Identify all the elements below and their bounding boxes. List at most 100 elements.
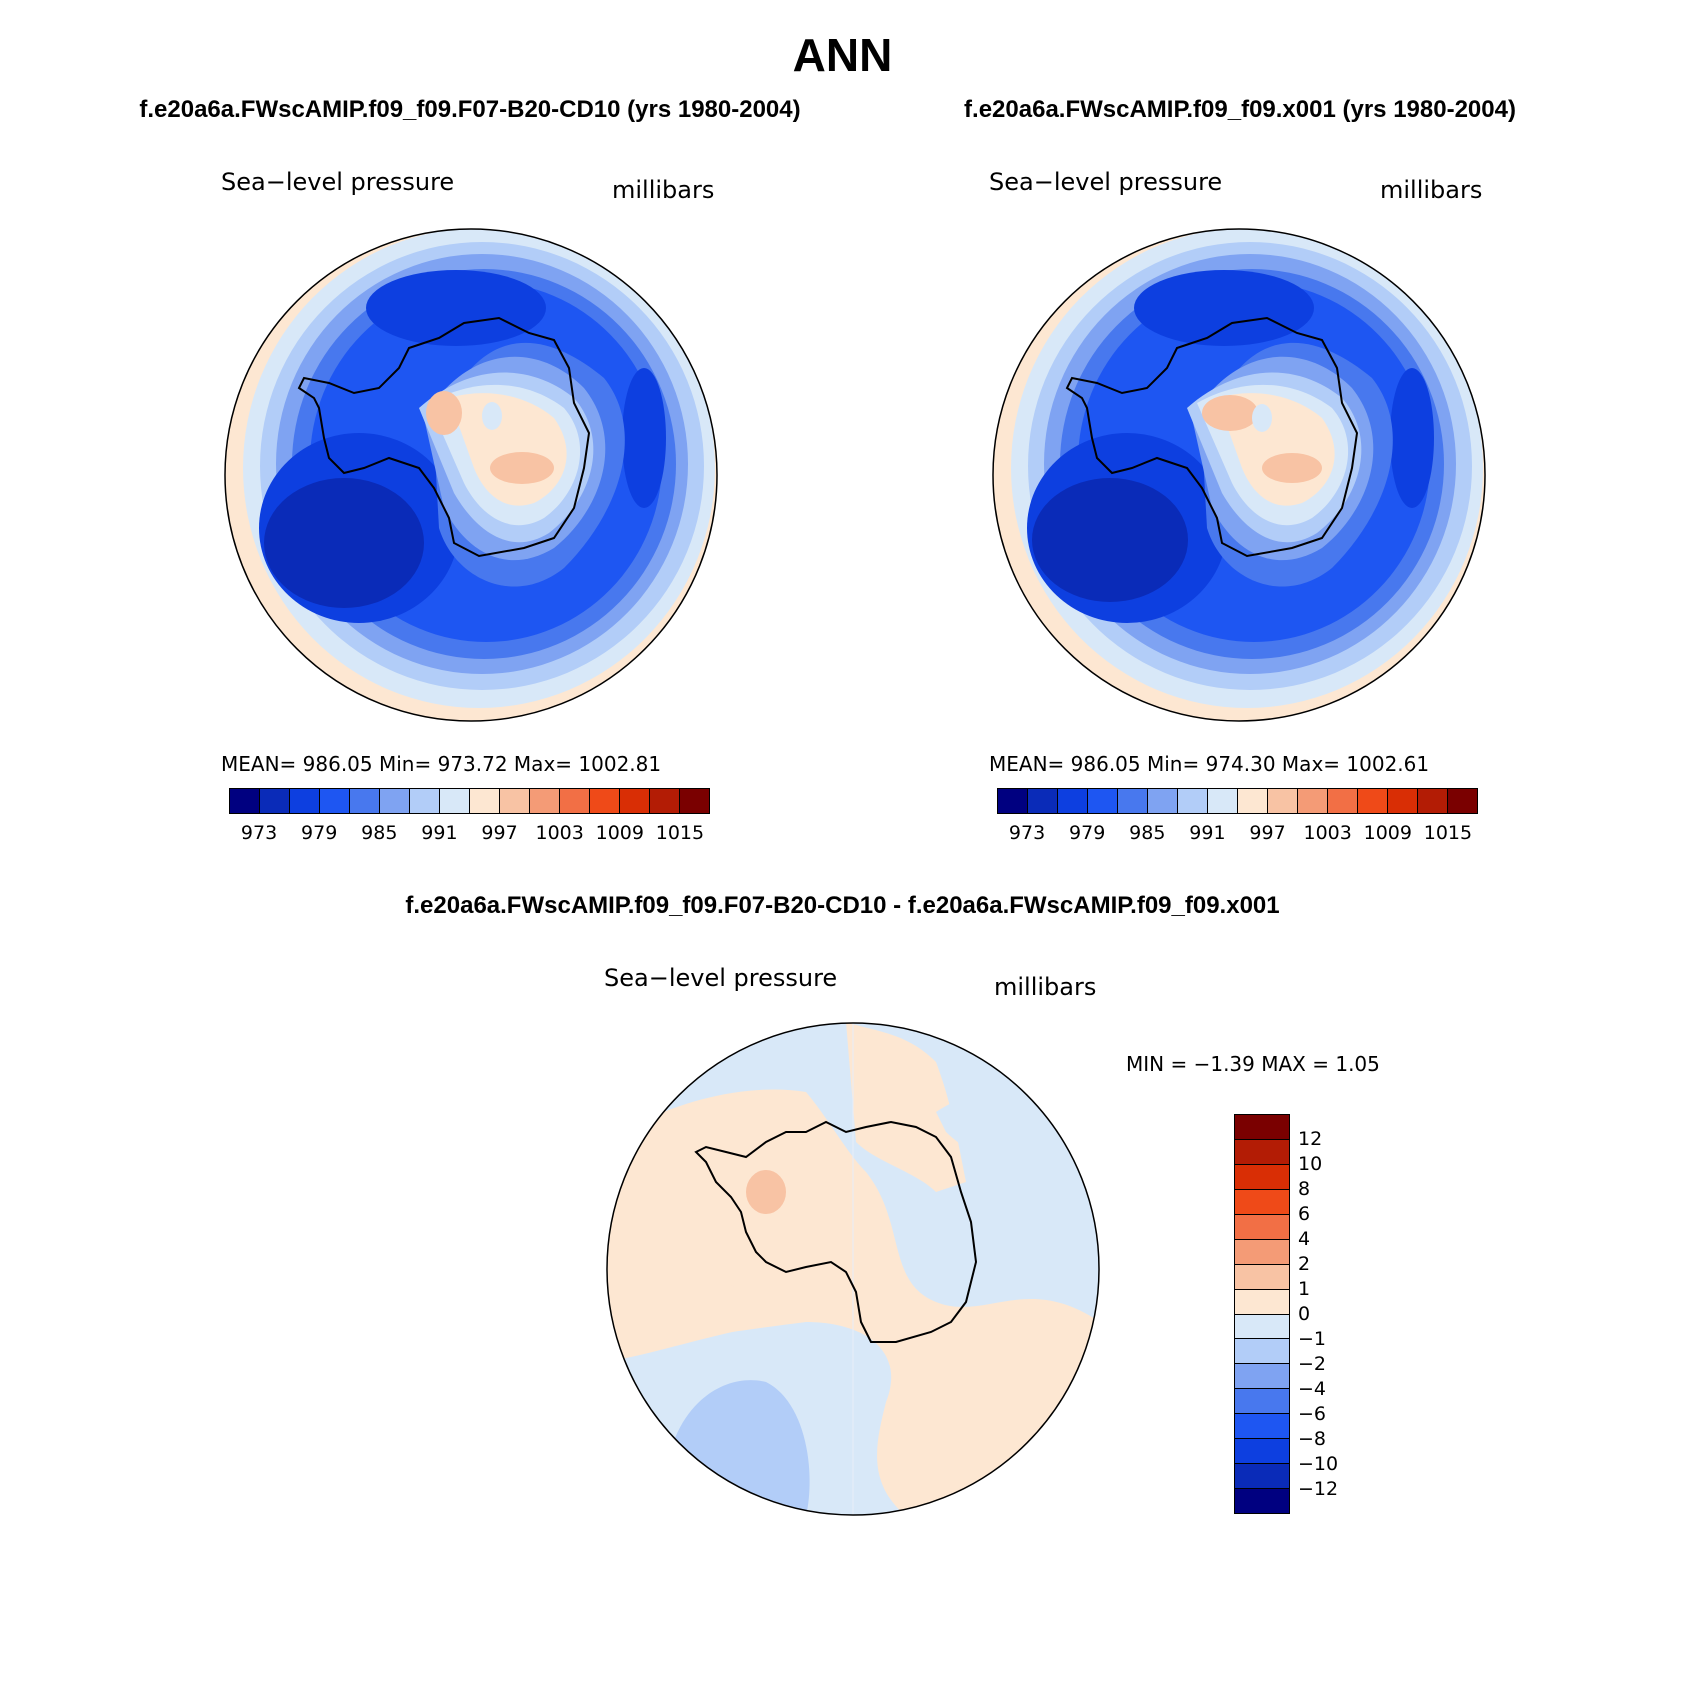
left-colorbar-swatch — [260, 789, 290, 813]
left-colorbar — [229, 788, 710, 814]
left-colorbar-swatch — [470, 789, 500, 813]
right-colorbar-tick-label: 973 — [1008, 822, 1046, 844]
diff-colorbar-swatch — [1235, 1364, 1289, 1390]
left-colorbar-tick-label: 1009 — [595, 822, 644, 844]
right-colorbar-swatch — [1058, 789, 1088, 813]
left-colorbar-swatch — [320, 789, 350, 813]
left-colorbar-tick-label: 973 — [240, 822, 278, 844]
diff-variable-label: Sea−level pressure — [604, 964, 838, 992]
right-colorbar — [997, 788, 1478, 814]
left-case-title: f.e20a6a.FWscAMIP.f09_f09.F07-B20-CD10 (… — [139, 96, 801, 123]
diff-colorbar-tick-label: 12 — [1298, 1128, 1323, 1150]
diff-colorbar-tick-label: 0 — [1298, 1303, 1311, 1325]
diff-colorbar-labels: 12 10 8 6 4 2 1 0 −1 −2 −4 −6 −8 −10 −12 — [1298, 1114, 1378, 1514]
left-map — [224, 228, 718, 722]
diff-colorbar-tick-label: 10 — [1298, 1153, 1323, 1175]
right-case-title: f.e20a6a.FWscAMIP.f09_f09.x001 (yrs 1980… — [964, 96, 1516, 123]
diff-colorbar-tick-label: −2 — [1298, 1353, 1327, 1375]
diff-colorbar-tick-label: 4 — [1298, 1228, 1311, 1250]
right-stats: MEAN= 986.05 Min= 974.30 Max= 1002.61 — [989, 752, 1430, 776]
left-colorbar-swatch — [560, 789, 590, 813]
left-colorbar-swatch — [530, 789, 560, 813]
left-colorbar-swatch — [650, 789, 680, 813]
diff-stats: MIN = −1.39 MAX = 1.05 — [1126, 1052, 1380, 1076]
diff-units-label: millibars — [994, 973, 1097, 1001]
right-colorbar-swatch — [1448, 789, 1477, 813]
right-map — [992, 228, 1486, 722]
diff-colorbar-tick-label: 8 — [1298, 1178, 1311, 1200]
diff-colorbar-swatch — [1235, 1189, 1289, 1215]
left-colorbar-tick-label: 985 — [361, 822, 398, 844]
right-colorbar-swatch — [1418, 789, 1448, 813]
right-variable-label: Sea−level pressure — [989, 168, 1223, 196]
diff-colorbar-tick-label: −10 — [1298, 1453, 1339, 1475]
left-colorbar-swatch — [590, 789, 620, 813]
diff-colorbar-swatch — [1235, 1115, 1289, 1140]
right-colorbar-swatch — [1388, 789, 1418, 813]
right-colorbar-swatch — [1028, 789, 1058, 813]
right-colorbar-swatch — [1148, 789, 1178, 813]
diff-colorbar-tick-label: 2 — [1298, 1253, 1311, 1275]
diff-colorbar-swatch — [1235, 1164, 1289, 1190]
right-colorbar-swatch — [1178, 789, 1208, 813]
left-colorbar-tick-label: 997 — [481, 822, 518, 844]
right-colorbar-swatch — [1238, 789, 1268, 813]
right-colorbar-labels: 973 979 985 991 997 1003 1009 1015 — [997, 822, 1478, 848]
left-colorbar-swatch — [380, 789, 410, 813]
main-title: ANN — [792, 29, 893, 81]
diff-colorbar-tick-label: −4 — [1298, 1378, 1327, 1400]
right-colorbar-swatch — [1208, 789, 1238, 813]
right-colorbar-swatch — [1358, 789, 1388, 813]
diff-case-title: f.e20a6a.FWscAMIP.f09_f09.F07-B20-CD10 -… — [405, 892, 1280, 919]
right-colorbar-swatch — [1328, 789, 1358, 813]
diff-colorbar-swatch — [1235, 1314, 1289, 1340]
diff-colorbar-swatch — [1235, 1389, 1289, 1415]
left-colorbar-tick-label: 979 — [301, 822, 338, 844]
left-colorbar-swatch — [230, 789, 260, 813]
diff-colorbar — [1234, 1114, 1290, 1514]
right-colorbar-swatch — [1088, 789, 1118, 813]
left-colorbar-swatch — [290, 789, 320, 813]
diff-colorbar-swatch — [1235, 1239, 1289, 1265]
diff-colorbar-tick-label: 6 — [1298, 1203, 1311, 1225]
diff-colorbar-tick-label: −6 — [1298, 1403, 1327, 1425]
right-colorbar-swatch — [1118, 789, 1148, 813]
diff-colorbar-swatch — [1235, 1464, 1289, 1490]
left-colorbar-swatch — [350, 789, 380, 813]
diff-colorbar-tick-label: −1 — [1298, 1328, 1327, 1350]
diff-colorbar-swatch — [1235, 1214, 1289, 1240]
right-colorbar-tick-label: 997 — [1249, 822, 1286, 844]
diff-colorbar-swatch — [1235, 1439, 1289, 1465]
right-units-label: millibars — [1380, 176, 1483, 204]
right-colorbar-tick-label: 1003 — [1303, 822, 1352, 844]
diff-map — [606, 1022, 1100, 1516]
left-colorbar-swatch — [620, 789, 650, 813]
diff-colorbar-swatch — [1235, 1339, 1289, 1365]
left-stats: MEAN= 986.05 Min= 973.72 Max= 1002.81 — [221, 752, 662, 776]
diff-colorbar-swatch — [1235, 1489, 1289, 1513]
diff-colorbar-tick-label: −12 — [1298, 1478, 1339, 1500]
diff-colorbar-tick-label: −8 — [1298, 1428, 1327, 1450]
left-colorbar-tick-label: 1015 — [655, 822, 705, 844]
left-colorbar-labels: 973 979 985 991 997 1003 1009 1015 — [229, 822, 710, 848]
left-colorbar-swatch — [500, 789, 530, 813]
left-colorbar-tick-label: 991 — [421, 822, 458, 844]
left-colorbar-swatch — [410, 789, 440, 813]
right-colorbar-tick-label: 985 — [1129, 822, 1166, 844]
left-colorbar-swatch — [680, 789, 709, 813]
right-colorbar-swatch — [1268, 789, 1298, 813]
left-variable-label: Sea−level pressure — [221, 168, 455, 196]
diff-colorbar-swatch — [1235, 1264, 1289, 1290]
right-colorbar-tick-label: 1015 — [1423, 822, 1473, 844]
diff-colorbar-tick-label: 1 — [1298, 1278, 1311, 1300]
diff-colorbar-swatch — [1235, 1139, 1289, 1165]
right-colorbar-swatch — [1298, 789, 1328, 813]
diff-colorbar-swatch — [1235, 1414, 1289, 1440]
left-colorbar-swatch — [440, 789, 470, 813]
right-colorbar-tick-label: 979 — [1069, 822, 1106, 844]
left-colorbar-tick-label: 1003 — [535, 822, 584, 844]
right-colorbar-swatch — [998, 789, 1028, 813]
right-colorbar-tick-label: 1009 — [1363, 822, 1412, 844]
diff-colorbar-swatch — [1235, 1289, 1289, 1315]
left-units-label: millibars — [612, 176, 715, 204]
